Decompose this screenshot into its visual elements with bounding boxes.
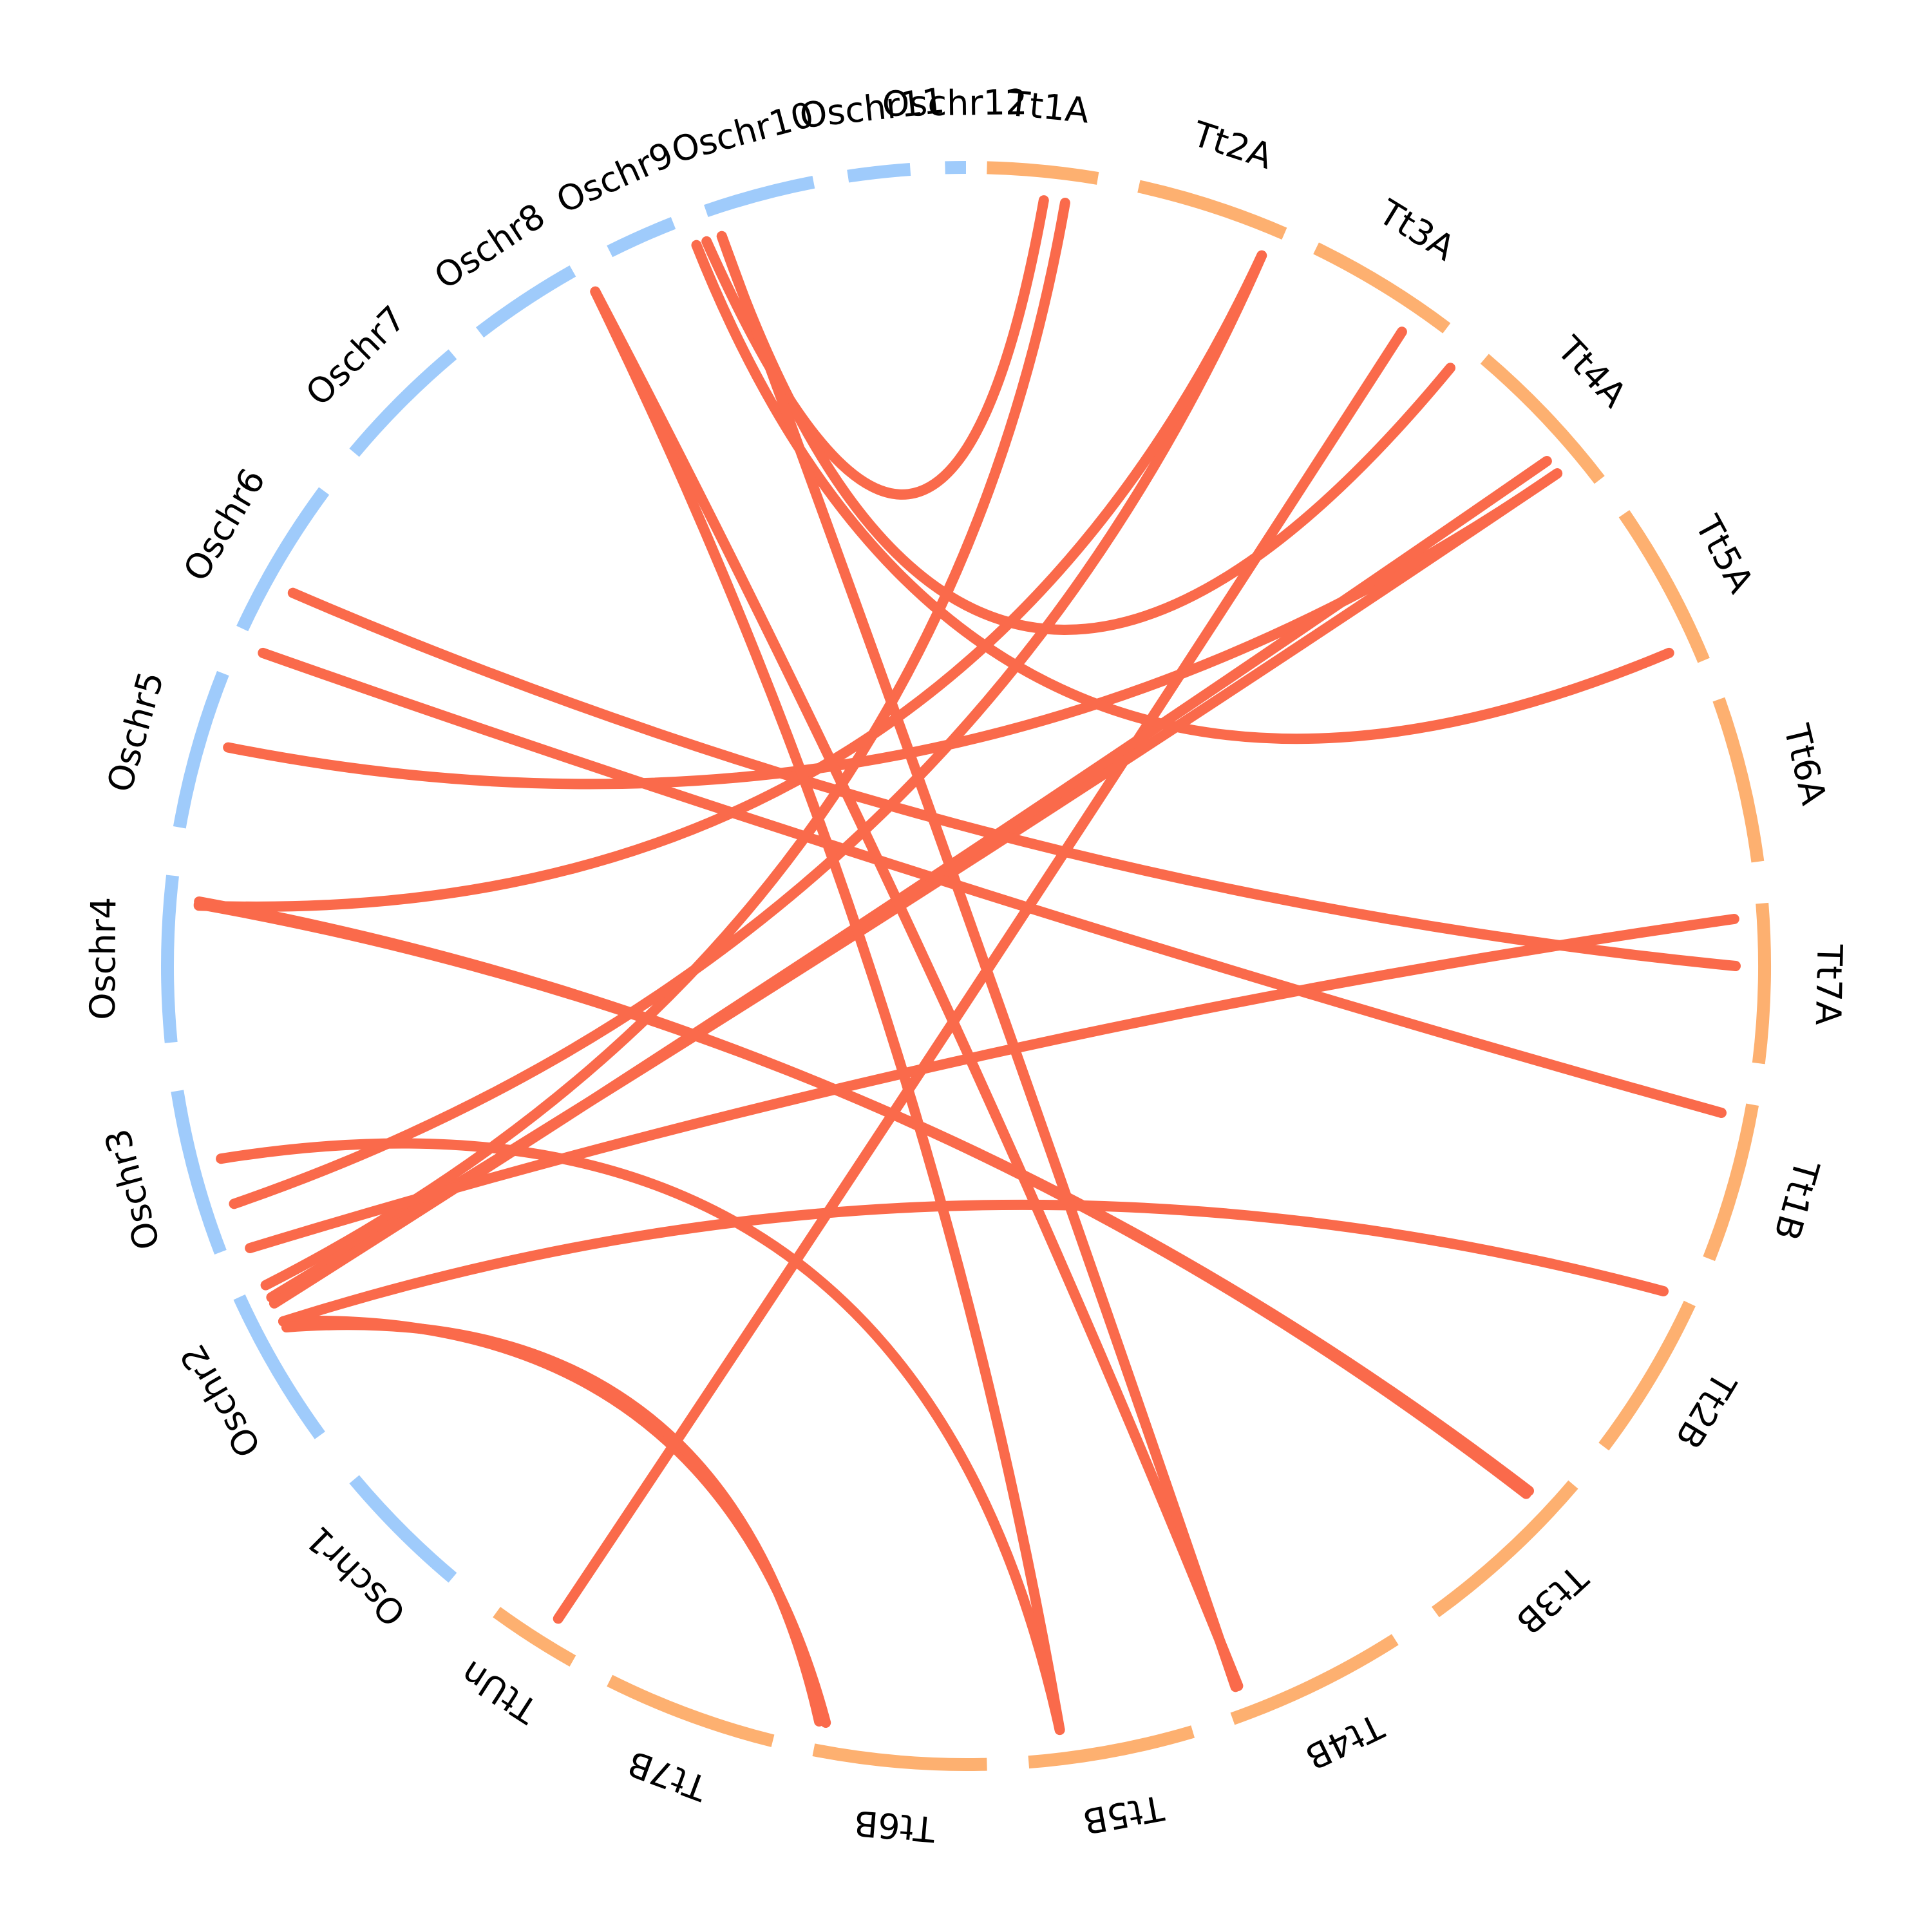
chromosome-label-tt3a: Tt3A bbox=[1371, 191, 1462, 269]
chromosome-segments bbox=[161, 160, 1771, 1772]
chromosome-label-tt5b: Tt5B bbox=[1080, 1787, 1168, 1842]
chromosome-label-tt2a: Tt2A bbox=[1188, 113, 1278, 177]
chromosome-segment-tt4a bbox=[1480, 354, 1605, 484]
chromosome-segment-oschr3 bbox=[171, 1090, 227, 1255]
synteny-link-tt1a-oschr2 bbox=[260, 198, 1070, 1291]
chromosome-label-tt7b: Tt7B bbox=[622, 1743, 713, 1809]
chromosome-label-tt4a: Tt4A bbox=[1549, 328, 1634, 415]
chromosome-segment-tt1b bbox=[1703, 1103, 1759, 1262]
chromosome-segment-tt2a bbox=[1137, 180, 1287, 240]
chromosome-label-oschr4: Oschr4 bbox=[82, 896, 124, 1020]
synteny-link-tt5b-oschr9 bbox=[590, 286, 1065, 1736]
chromosome-label-tt1b: Tt1B bbox=[1766, 1155, 1827, 1245]
chromosome-label-oschr5: Oschr5 bbox=[99, 667, 172, 797]
chromosome-segment-tt6b bbox=[812, 1743, 987, 1772]
chromosome-segment-oschr10 bbox=[704, 175, 815, 218]
chromosome-segment-oschr6 bbox=[236, 487, 330, 632]
chromosome-segment-tt5b bbox=[1028, 1725, 1195, 1769]
synteny-link-tt6a-oschr2 bbox=[245, 914, 1739, 1253]
chromosome-label-tt6b: Tt6B bbox=[853, 1803, 937, 1850]
chromosome-segment-oschr7 bbox=[349, 349, 457, 457]
chromosome-label-oschr3: Oschr3 bbox=[97, 1124, 168, 1254]
chromosome-segment-oschr2 bbox=[233, 1294, 325, 1439]
chromosome-segment-tt3b bbox=[1432, 1480, 1578, 1618]
synteny-link-tt2b-oschr4 bbox=[194, 896, 1531, 1499]
chromosome-segment-tt7a bbox=[1752, 902, 1771, 1065]
chromosome-segment-oschr5 bbox=[173, 670, 229, 829]
chromosome-segment-oschr4 bbox=[161, 875, 179, 1043]
chromosome-segment-ttun bbox=[493, 1607, 576, 1667]
chromosome-segment-tt6a bbox=[1712, 697, 1765, 863]
chromosome-label-tt7a: Tt7A bbox=[1808, 943, 1850, 1026]
chromosome-label-tt4b: Tt4B bbox=[1299, 1705, 1390, 1777]
synteny-link-tt5b-oschr3 bbox=[216, 1138, 1065, 1736]
chromosome-labels: Tt1A Tt2A Tt3A Tt4A Tt5A Tt6A Tt7A Tt1B Tt2B Tt3B… bbox=[82, 80, 1850, 1850]
synteny-link-tt4a-oschr2 bbox=[269, 456, 1552, 1309]
chromosome-label-oschr6: Oschr6 bbox=[175, 462, 273, 588]
synteny-link-tt1b-oschr2 bbox=[278, 1199, 1669, 1327]
chromosome-segment-tt7b bbox=[607, 1674, 775, 1747]
chromosome-label-tt6a: Tt6A bbox=[1776, 720, 1834, 809]
chromosome-label-oschr9: Oschr9 bbox=[551, 134, 679, 221]
chromosome-label-oschr10: Oschr10 bbox=[667, 94, 818, 171]
chromosome-segment-oschr9 bbox=[607, 216, 676, 258]
chromosome-label-oschr1: Oschr1 bbox=[298, 1519, 414, 1634]
synteny-link-tt2a-oschr3 bbox=[229, 250, 1267, 1209]
chromosome-label-oschr7: Oschr7 bbox=[298, 298, 414, 414]
synteny-link-tt4b-oschr11 bbox=[716, 231, 1241, 1692]
synteny-link-tt2b-oschr4 bbox=[193, 899, 1534, 1496]
chromosome-segment-tt1a bbox=[987, 161, 1099, 185]
chromosome-label-tt3b: Tt3B bbox=[1508, 1557, 1596, 1642]
chromosome-label-oschr8: Oschr8 bbox=[427, 196, 552, 298]
synteny-link-tt2a-oschr4 bbox=[193, 250, 1267, 912]
chromosome-segment-oschr1 bbox=[349, 1475, 457, 1583]
chromosome-segment-tt2b bbox=[1598, 1300, 1696, 1451]
chromosome-segment-tt5a bbox=[1618, 510, 1710, 663]
chromosome-segment-oschr8 bbox=[476, 265, 576, 338]
chromosome-label-oschr12: Oschr12 bbox=[882, 82, 1027, 124]
chromosome-label-oschr2: Oschr2 bbox=[172, 1338, 269, 1464]
chromosome-segment-tt4b bbox=[1230, 1634, 1399, 1725]
chromosome-label-tt2b: Tt2B bbox=[1667, 1365, 1744, 1455]
chromosome-label-ttun: TtUn bbox=[453, 1653, 545, 1732]
synteny-link-tt3a-oschr11 bbox=[716, 231, 1455, 635]
synteny-link-tt4b-oschr10 bbox=[590, 286, 1244, 1691]
synteny-link-tt6b-oschr2 bbox=[281, 1320, 824, 1727]
chromosome-label-tt5a: Tt5A bbox=[1687, 509, 1762, 600]
chromosome-segment-tt3a bbox=[1313, 242, 1451, 334]
synteny-link-tt7a-oschr6 bbox=[258, 647, 1727, 1118]
synteny-link-tt3a-oschr1 bbox=[553, 327, 1407, 1624]
synteny-links bbox=[193, 195, 1741, 1736]
chromosome-label-tt1a: Tt1A bbox=[1006, 83, 1091, 131]
chromosome-segment-oschr11 bbox=[847, 163, 911, 183]
synteny-link-tt6a-oschr6 bbox=[287, 587, 1741, 971]
